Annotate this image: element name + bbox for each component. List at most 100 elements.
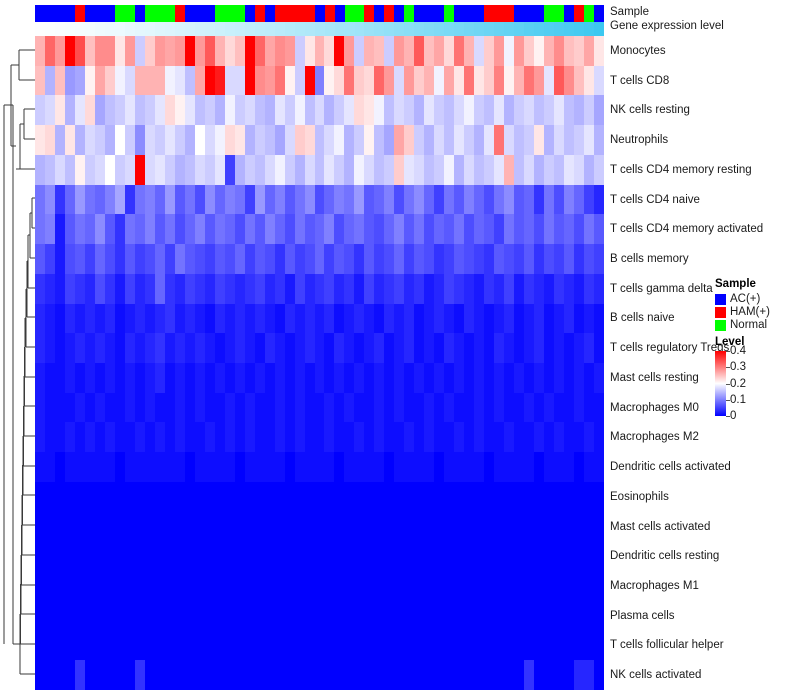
heatmap-cell [264, 600, 275, 631]
heatmap-cell [74, 273, 85, 304]
heatmap-cell [544, 511, 555, 542]
heatmap-cell [574, 422, 585, 453]
heatmap-cell [444, 422, 455, 453]
heatmap-cell [214, 303, 225, 334]
gene-expression-annotation-cell [554, 22, 565, 36]
heatmap-cell [54, 630, 65, 661]
heatmap-cell [224, 125, 235, 155]
heatmap-cell [524, 362, 535, 393]
heatmap-cell [334, 481, 345, 512]
heatmap-cell [284, 541, 295, 572]
heatmap-cell [234, 541, 245, 572]
heatmap-cell [574, 660, 585, 690]
heatmap-cell [84, 273, 95, 304]
heatmap-cell [334, 541, 345, 572]
heatmap-cell [324, 541, 335, 572]
heatmap-cell [444, 214, 455, 245]
heatmap-cell [204, 511, 215, 542]
heatmap-cell [244, 333, 255, 363]
heatmap-cell [234, 630, 245, 661]
heatmap-cell [35, 452, 45, 482]
heatmap-cell [494, 452, 505, 482]
row-label: T cells gamma delta [610, 282, 713, 295]
heatmap-cell [364, 422, 375, 453]
gene-expression-annotation-cell [504, 22, 515, 36]
heatmap-cell [214, 571, 225, 601]
heatmap-cell [244, 125, 255, 155]
heatmap-cell [284, 333, 295, 363]
heatmap-cell [544, 362, 555, 393]
heatmap-cell [35, 95, 45, 126]
heatmap-cell [364, 95, 375, 126]
heatmap-cell [204, 660, 215, 690]
heatmap-cell [244, 36, 255, 66]
heatmap-cell [194, 273, 205, 304]
heatmap-cell [44, 630, 55, 661]
heatmap-cell [304, 541, 315, 572]
sample-annotation-cell [594, 5, 605, 22]
heatmap-cell [384, 273, 395, 304]
heatmap-cell [304, 95, 315, 126]
heatmap-cell [504, 214, 515, 245]
row-label-list: Monocytes T cells CD8 NK cells resting Neut… [610, 36, 800, 690]
heatmap-cell [524, 600, 535, 631]
heatmap-cell [594, 36, 604, 66]
sample-annotation-cell [224, 5, 235, 22]
heatmap-cell [264, 392, 275, 423]
heatmap-cell [124, 214, 135, 245]
heatmap-cell [44, 541, 55, 572]
heatmap-cell [344, 125, 355, 155]
heatmap-cell [164, 660, 175, 690]
heatmap-cell [394, 452, 405, 482]
heatmap-cell [35, 541, 45, 572]
heatmap-cell [154, 303, 165, 334]
heatmap-cell [314, 333, 325, 363]
sample-annotation-cell [164, 5, 175, 22]
heatmap-cell [174, 214, 185, 245]
heatmap-cell [35, 184, 45, 215]
heatmap-cell [214, 36, 225, 66]
heatmap-cell [504, 125, 515, 155]
heatmap-cell [124, 125, 135, 155]
heatmap-cell [164, 303, 175, 334]
heatmap-cell [74, 214, 85, 245]
heatmap-cell [114, 333, 125, 363]
heatmap-cell [434, 511, 445, 542]
heatmap-cell [484, 65, 495, 96]
heatmap-cell [35, 362, 45, 393]
heatmap-cell [274, 422, 285, 453]
heatmap-cell [144, 184, 155, 215]
heatmap-cell [174, 452, 185, 482]
row-label: T cells CD4 naive [610, 193, 700, 206]
heatmap-cell [244, 184, 255, 215]
heatmap-cell [504, 333, 515, 363]
heatmap-cell [174, 571, 185, 601]
heatmap-cell [394, 600, 405, 631]
heatmap-cell [484, 244, 495, 274]
heatmap-cell [74, 481, 85, 512]
heatmap-cell [554, 303, 565, 334]
heatmap-cell [444, 184, 455, 215]
heatmap-cell [74, 362, 85, 393]
heatmap-cell [484, 630, 495, 661]
heatmap-cell [584, 392, 595, 423]
heatmap-cell [64, 333, 75, 363]
heatmap-cell [234, 154, 245, 185]
heatmap-cell [544, 95, 555, 126]
heatmap-cell [234, 214, 245, 245]
sample-annotation-cell [564, 5, 575, 22]
heatmap-cell [214, 214, 225, 245]
heatmap-cell [594, 154, 604, 185]
heatmap-cell [344, 600, 355, 631]
heatmap-cell [134, 154, 145, 185]
heatmap-cell [94, 273, 105, 304]
heatmap-cell [264, 273, 275, 304]
row-label: Macrophages M2 [610, 431, 699, 444]
sample-annotation-cell [444, 5, 455, 22]
heatmap-cell [454, 303, 465, 334]
heatmap-cell [524, 65, 535, 96]
sample-annotation-cell [574, 5, 585, 22]
heatmap-cell [104, 154, 115, 185]
heatmap-cell [54, 481, 65, 512]
heatmap-cell [214, 511, 225, 542]
